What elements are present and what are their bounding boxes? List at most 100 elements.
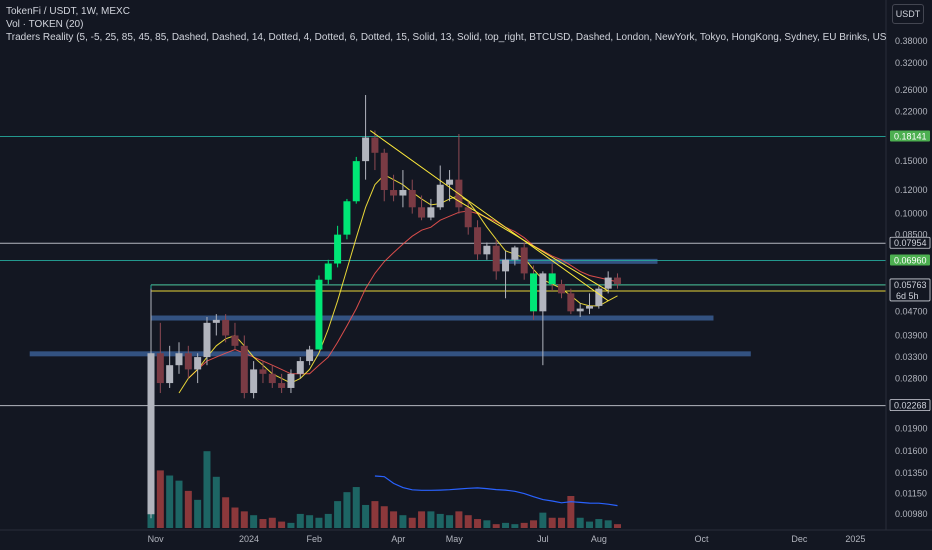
candle: [175, 342, 183, 374]
volume-bar: [362, 504, 370, 528]
candle: [390, 174, 398, 202]
volume-bar: [595, 519, 603, 528]
candle-body: [604, 277, 612, 289]
price-badge-label: 0.07954: [894, 238, 927, 248]
candle: [586, 293, 594, 315]
volume-bar: [259, 519, 267, 528]
volume-bar: [184, 490, 192, 528]
time-axis: Nov 2024 Feb Apr May Jul Aug Oct Dec 2025: [0, 529, 932, 544]
price-tick-label: 0.38000: [895, 36, 928, 46]
volume-ma-line: [374, 475, 618, 507]
price-badge-box: [889, 278, 931, 302]
candle-body: [156, 353, 164, 384]
candle-body: [296, 361, 304, 374]
volume-bar: [390, 511, 398, 528]
price-badge-box: [890, 254, 930, 266]
price-badge: 0.07954: [889, 236, 931, 249]
price-tick-label: 0.22000: [895, 107, 928, 117]
candle-body: [147, 353, 155, 515]
time-tick-label: 2024: [239, 534, 259, 544]
candle-body: [614, 277, 621, 285]
volume-bar: [548, 517, 556, 528]
volume-bar: [418, 511, 426, 528]
candle: [511, 245, 519, 266]
candle-body: [352, 161, 360, 202]
price-badge-box: [889, 236, 931, 249]
candle-body: [539, 273, 547, 312]
price-badge: 0.02268: [889, 399, 931, 412]
price-badge-box: [889, 399, 931, 412]
candle-body: [306, 349, 314, 362]
candle: [352, 156, 360, 204]
candle-body: [371, 137, 379, 153]
candle: [362, 95, 370, 180]
candle: [222, 314, 230, 343]
time-tick-label: Feb: [307, 534, 323, 544]
candle-body: [558, 284, 566, 294]
volume-bar: [175, 480, 183, 528]
candle: [296, 357, 304, 379]
quote-currency-button[interactable]: USDT: [892, 4, 924, 24]
time-tick-label: Aug: [591, 534, 607, 544]
zone-1: [151, 315, 714, 321]
candle: [212, 314, 220, 336]
volume-bar: [511, 524, 519, 528]
volume-bar: [455, 511, 463, 528]
volume-bar: [343, 492, 351, 528]
candle-body: [231, 335, 239, 346]
candle: [268, 365, 276, 388]
volume-bar: [203, 451, 211, 528]
price-axis: 0.38000 0.32000 0.26000 0.22000 0.15000 0.120…: [895, 36, 928, 519]
candle: [240, 335, 248, 399]
candle: [502, 250, 510, 299]
price-tick-label: 0.26000: [895, 85, 928, 95]
candle: [548, 263, 556, 291]
chart-legend: TokenFi / USDT, 1W, MEXC Vol · TOKEN (20…: [6, 5, 886, 44]
candle-body: [334, 234, 342, 264]
candle: [558, 279, 566, 299]
candle-body: [175, 353, 183, 366]
candle: [147, 288, 155, 519]
time-tick-label: 2025: [845, 534, 865, 544]
candle: [614, 273, 621, 289]
price-tick-label: 0.03300: [895, 352, 928, 362]
traders-reality-indicator-title[interactable]: Traders Reality (5, -5, 25, 85, 45, 85, …: [6, 32, 886, 43]
volume-bar: [156, 470, 164, 528]
symbol-title[interactable]: TokenFi / USDT, 1W, MEXC: [6, 6, 130, 17]
volume-indicator-title[interactable]: Vol · TOKEN (20): [6, 19, 84, 30]
candle-body: [520, 247, 528, 274]
price-badge-label: 0.06960: [894, 256, 927, 266]
price-tick-label: 0.10000: [895, 209, 928, 219]
volume-bar: [352, 487, 360, 528]
volume-bar: [604, 520, 612, 528]
time-tick-label: Oct: [694, 534, 709, 544]
candle: [166, 345, 174, 388]
volume-bar: [483, 520, 491, 528]
volume-bar: [567, 496, 575, 528]
candle: [576, 303, 584, 317]
price-tick-label: 0.02800: [895, 373, 928, 383]
candle-body: [427, 207, 435, 218]
time-tick-label: Apr: [391, 534, 405, 544]
volume-bar: [520, 522, 528, 528]
candle: [530, 265, 538, 320]
price-tick-label: 0.01150: [895, 489, 927, 499]
volume-bar: [250, 515, 258, 528]
price-badge-box: [890, 130, 930, 142]
candle-body: [595, 288, 603, 306]
candle: [418, 195, 426, 221]
price-tick-label: 0.04700: [895, 306, 928, 316]
candle-body: [548, 273, 556, 285]
candle-body: [464, 207, 472, 228]
candle: [567, 288, 575, 315]
price-tick-label: 0.00980: [895, 509, 928, 519]
candle-body: [184, 353, 192, 370]
candle: [306, 345, 314, 366]
candle: [380, 148, 388, 202]
candle: [436, 165, 444, 210]
supply-demand-zones: [29, 258, 751, 357]
volume-bar: [371, 501, 379, 528]
price-badge-label: 0.18141: [894, 132, 927, 142]
price-tick-label: 0.15000: [895, 156, 928, 166]
